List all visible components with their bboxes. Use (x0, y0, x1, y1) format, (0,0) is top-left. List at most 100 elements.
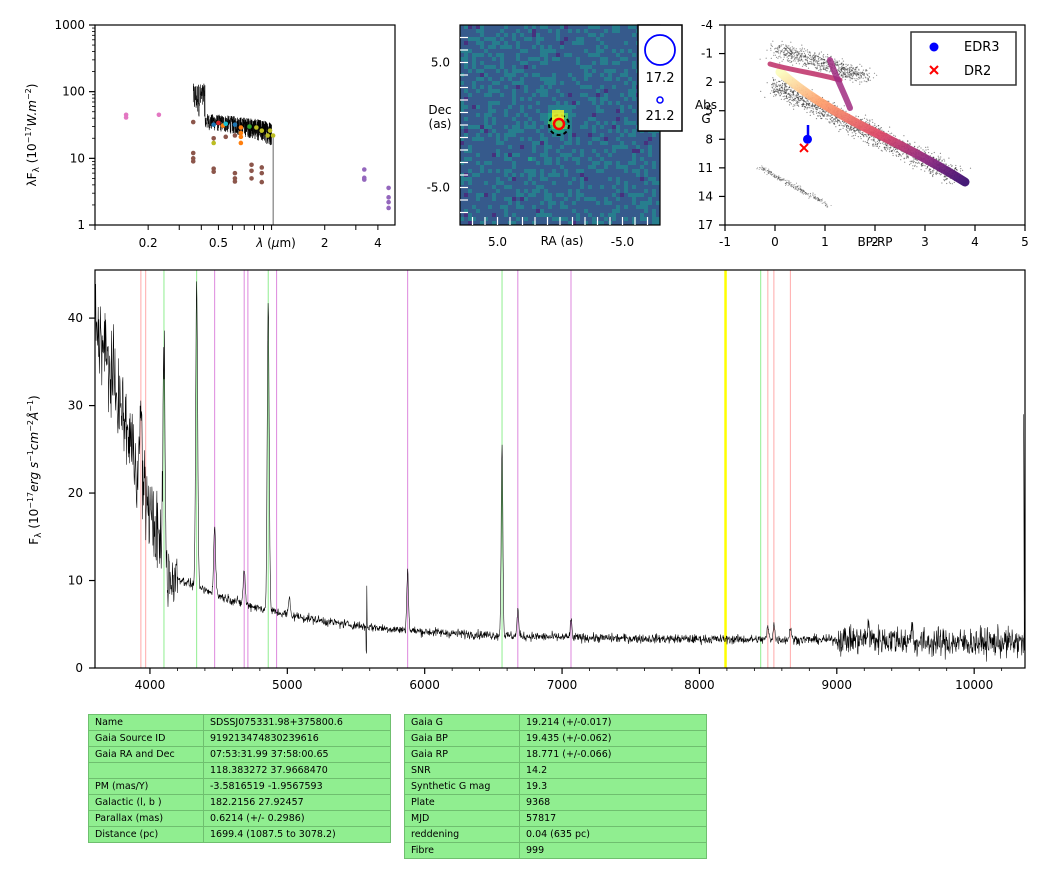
info-table-row: PM (mas/Y) -3.5816519 -1.9567593 (88, 778, 391, 795)
info-table-value: -3.5816519 -1.9567593 (203, 778, 391, 795)
sed-photometry-point (211, 135, 216, 141)
info-table-key (88, 762, 204, 779)
info-table-key: PM (mas/Y) (88, 778, 204, 795)
sed-photometry-point (211, 140, 216, 146)
sed-photometry-point (247, 124, 252, 129)
phot-table-value: 57817 (519, 810, 707, 827)
info-table-row: Distance (pc) 1699.4 (1087.5 to 3078.2) (88, 826, 391, 843)
sed-photometry-point (361, 177, 367, 182)
phot-table-key: Gaia BP (404, 730, 520, 747)
sed-x-tick-label: 4 (374, 236, 382, 250)
sed-y-tick-label: 1000 (54, 18, 85, 32)
spectrum-y-label: Fλ (10−17erg s−1cm−2Å−1) (26, 395, 44, 544)
info-table-value: 1699.4 (1087.5 to 3078.2) (203, 826, 391, 843)
phot-table-row: Gaia RP 18.771 (+/-0.066) (404, 746, 707, 763)
info-table-row: Galactic (l, b ) 182.2156 27.92457 (88, 794, 391, 811)
legend-dr2-label: DR2 (964, 64, 991, 79)
sed-photometry-point (249, 162, 254, 168)
sed-photometry-point (223, 121, 229, 127)
phot-table-key: SNR (404, 762, 520, 779)
edr3-point (803, 134, 812, 144)
sed-photometry-point (259, 170, 265, 176)
cmd-y-label: Abs G (695, 98, 717, 126)
cmd-y-tick-label: 2 (705, 75, 713, 89)
info-table-value: 0.6214 (+/- 0.2986) (203, 810, 391, 827)
phot-table-value: 19.3 (519, 778, 707, 795)
sed-photometry-point (223, 134, 229, 140)
mag-circle-large (644, 34, 676, 66)
phot-table-row: reddening 0.04 (635 pc) (404, 826, 707, 843)
sed-photometry-point (211, 169, 216, 175)
cutout-ticks: 5.0 -5.0 5.0 -5.0 (427, 36, 649, 249)
cmd-y-tick-label: 17 (698, 218, 713, 232)
sed-photometry-point (270, 133, 276, 138)
sed-x-tick-label: 0.5 (209, 236, 228, 250)
sed-photometry-point (190, 119, 196, 125)
phot-table-row: Gaia G 19.214 (+/-0.017) (404, 714, 707, 731)
cmd-x-tick-label: -1 (719, 235, 731, 249)
sed-y-tick-label: 10 (70, 151, 85, 165)
phot-table-value: 999 (519, 842, 707, 859)
legend-edr3-marker (929, 42, 939, 52)
spectrum-x-tick-label: 10000 (955, 678, 993, 692)
cutout-y-tick-label: 5.0 (431, 56, 450, 70)
cutout-panel: 5.0 -5.0 5.0 -5.0 17.2 21.2 Dec (as) RA (as) (427, 24, 683, 249)
cmd-legend-box (910, 31, 1017, 86)
phot-table-row: Synthetic G mag 19.3 (404, 778, 707, 795)
sed-photometry-point (156, 112, 162, 118)
phot-table-key: Fibre (404, 842, 520, 859)
info-table-key: Gaia Source ID (88, 730, 204, 747)
sed-ticks: 1 10 100 1000 0.2 0.5 2 4 (54, 18, 381, 250)
info-table-value: SDSSJ075331.98+375800.6 (203, 714, 391, 731)
cmd-y-tick-label: -4 (701, 18, 713, 32)
sed-photometry-point (267, 128, 273, 133)
phot-table-key: Plate (404, 794, 520, 811)
sed-photometry-point (211, 122, 216, 127)
sed-photometry-points (123, 112, 391, 211)
spectrum-y-tick-label: 20 (68, 486, 83, 500)
info-table-key: Distance (pc) (88, 826, 204, 843)
phot-table-key: Synthetic G mag (404, 778, 520, 795)
legend-dr2-marker (929, 65, 939, 75)
mag-label-bright: 17.2 (646, 71, 675, 86)
sed-photometry-point (123, 112, 129, 118)
cmd-x-tick-label: 1 (821, 235, 829, 249)
spectrum-x-tick-label: 5000 (272, 678, 303, 692)
edr3-aperture-circle (548, 114, 570, 136)
phot-table-key: reddening (404, 826, 520, 843)
phot-table-row: MJD 57817 (404, 810, 707, 827)
phot-table-row: Gaia BP 19.435 (+/-0.062) (404, 730, 707, 747)
info-table-key: Name (88, 714, 204, 731)
phot-table-row: SNR 14.2 (404, 762, 707, 779)
sed-photometry-point (190, 150, 196, 156)
cutout-y-tick-label: -5.0 (427, 181, 450, 195)
sed-photometry-point (238, 140, 244, 146)
mag-label-faint: 21.2 (646, 109, 675, 124)
sed-photometry-point (386, 195, 391, 200)
sed-photometry-point (232, 170, 238, 176)
phot-table-key: Gaia RP (404, 746, 520, 763)
legend-edr3-label: EDR3 (964, 40, 1000, 55)
phot-table-value: 14.2 (519, 762, 707, 779)
cutout-image (460, 25, 660, 225)
cmd-y-tick-label: 11 (698, 161, 713, 175)
cmd-x-tick-label: 3 (921, 235, 929, 249)
spectrum-ticks: 0 10 20 30 40 4000 5000 6000 7000 8000 9000 10000 (68, 311, 1003, 692)
sed-x-tick-label: 0.2 (139, 236, 158, 250)
sed-photometry-point (216, 120, 221, 126)
dr2-position-marker (552, 117, 566, 131)
info-table-row: Name SDSSJ075331.98+375800.6 (88, 714, 391, 731)
sed-photometry-point (259, 128, 265, 133)
info-table-value: 118.383272 37.9668470 (203, 762, 391, 779)
info-table-value: 182.2156 27.92457 (203, 794, 391, 811)
sed-photometry-point (238, 125, 244, 130)
info-table-value: 07:53:31.99 37:58:00.65 (203, 746, 391, 763)
phot-table-row: Plate 9368 (404, 794, 707, 811)
sed-y-tick-label: 1 (77, 218, 85, 232)
spectrum-panel: 0 10 20 30 40 4000 5000 6000 7000 8000 9000 10000 F… (26, 269, 1026, 692)
sed-photometry-point (238, 130, 244, 136)
info-table-key: Gaia RA and Dec (88, 746, 204, 763)
spectrum-x-tick-label: 7000 (547, 678, 578, 692)
spectrum-x-tick-label: 9000 (822, 678, 853, 692)
magnitude-legend (637, 24, 683, 132)
